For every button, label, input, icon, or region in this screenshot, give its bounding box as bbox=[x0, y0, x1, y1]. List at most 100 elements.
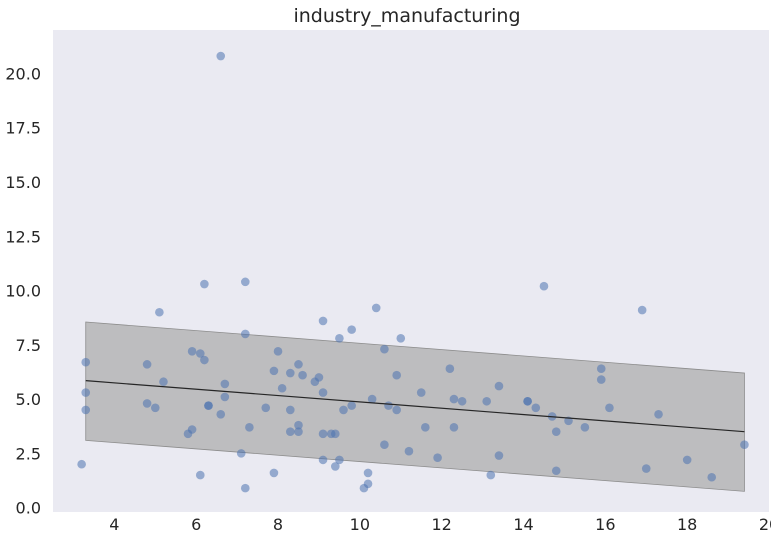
data-point bbox=[596, 375, 606, 384]
data-point bbox=[216, 51, 226, 61]
data-point bbox=[347, 401, 356, 410]
y-tick-label: 5.0 bbox=[16, 390, 41, 409]
data-point bbox=[294, 427, 303, 436]
data-point bbox=[220, 379, 230, 389]
data-point bbox=[494, 451, 504, 460]
data-point bbox=[335, 334, 344, 343]
y-tick-label: 2.5 bbox=[16, 444, 41, 463]
data-point bbox=[286, 427, 295, 436]
data-point bbox=[551, 466, 561, 476]
data-point bbox=[433, 453, 442, 463]
data-point bbox=[318, 429, 328, 439]
data-point bbox=[245, 423, 254, 432]
data-point bbox=[298, 370, 307, 380]
data-point bbox=[421, 423, 430, 432]
data-point bbox=[449, 394, 459, 404]
y-tick-label: 12.5 bbox=[5, 227, 41, 246]
y-tick-labels: 0.0 2.5 5.0 7.5 10.0 12.5 15.0 17.5 20.0 bbox=[5, 64, 41, 517]
data-point bbox=[416, 388, 426, 397]
x-tick-label: 8 bbox=[273, 515, 283, 534]
data-point bbox=[269, 468, 279, 478]
data-point bbox=[363, 479, 373, 489]
data-point bbox=[335, 455, 344, 465]
data-point bbox=[200, 355, 209, 365]
data-point bbox=[318, 388, 328, 397]
data-point bbox=[294, 360, 303, 369]
data-point bbox=[240, 329, 250, 339]
data-point bbox=[331, 429, 340, 439]
data-point bbox=[494, 381, 504, 391]
data-point bbox=[216, 409, 226, 419]
data-point bbox=[273, 347, 283, 356]
y-tick-label: 20.0 bbox=[5, 64, 41, 83]
data-point bbox=[286, 368, 295, 378]
x-tick-label: 16 bbox=[595, 515, 615, 534]
data-point bbox=[187, 347, 197, 356]
data-point bbox=[641, 464, 651, 473]
data-point bbox=[392, 370, 401, 380]
x-tick-label: 4 bbox=[109, 515, 119, 534]
x-tick-label: 12 bbox=[432, 515, 452, 534]
data-point bbox=[457, 396, 467, 406]
data-point bbox=[240, 277, 250, 287]
points-layer bbox=[77, 51, 749, 493]
data-point bbox=[740, 440, 749, 449]
data-point bbox=[445, 364, 455, 374]
data-point bbox=[286, 405, 295, 415]
data-point bbox=[380, 440, 389, 449]
y-tick-label: 17.5 bbox=[5, 119, 41, 138]
data-point bbox=[150, 403, 160, 413]
data-point bbox=[339, 405, 348, 415]
data-point bbox=[392, 405, 401, 415]
data-point bbox=[240, 483, 250, 493]
data-point bbox=[384, 401, 393, 410]
data-point bbox=[187, 425, 197, 434]
data-point bbox=[142, 399, 152, 408]
data-point bbox=[220, 392, 230, 402]
data-point bbox=[523, 396, 532, 406]
regression-line bbox=[85, 380, 745, 433]
data-point bbox=[277, 383, 287, 393]
data-point bbox=[580, 423, 590, 432]
data-point bbox=[155, 307, 164, 317]
data-point bbox=[449, 423, 459, 432]
data-point bbox=[261, 403, 271, 413]
data-point bbox=[159, 377, 168, 387]
data-point bbox=[236, 449, 246, 458]
data-point bbox=[539, 281, 549, 291]
y-tick-label: 15.0 bbox=[5, 173, 41, 192]
x-tick-label: 20 bbox=[759, 515, 771, 534]
y-tick-label: 0.0 bbox=[16, 499, 41, 518]
data-point bbox=[81, 388, 91, 397]
data-point bbox=[482, 396, 491, 406]
data-point bbox=[637, 305, 647, 315]
data-point bbox=[200, 279, 209, 289]
data-point bbox=[707, 472, 717, 482]
data-point bbox=[81, 405, 91, 415]
data-point bbox=[269, 366, 279, 376]
data-point bbox=[551, 427, 561, 436]
data-point bbox=[654, 409, 663, 419]
data-point bbox=[380, 344, 389, 354]
x-tick-label: 14 bbox=[513, 515, 533, 534]
data-point bbox=[318, 455, 328, 465]
data-point bbox=[367, 394, 377, 404]
x-tick-labels: 4 6 8 10 12 14 16 18 20 bbox=[109, 515, 771, 534]
x-tick-label: 10 bbox=[350, 515, 370, 534]
data-point bbox=[347, 325, 356, 334]
line-layer bbox=[85, 380, 745, 433]
data-point bbox=[314, 373, 324, 382]
data-point bbox=[682, 455, 692, 465]
data-point bbox=[396, 334, 406, 343]
x-tick-label: 18 bbox=[677, 515, 697, 534]
data-point bbox=[363, 468, 373, 478]
data-point bbox=[294, 420, 303, 430]
data-point bbox=[404, 446, 414, 456]
data-point bbox=[195, 349, 205, 358]
data-point bbox=[142, 360, 152, 369]
chart-title: industry_manufacturing bbox=[293, 5, 520, 27]
data-point bbox=[331, 462, 340, 471]
data-point bbox=[204, 401, 213, 410]
data-point bbox=[81, 357, 91, 367]
data-point bbox=[596, 364, 606, 374]
